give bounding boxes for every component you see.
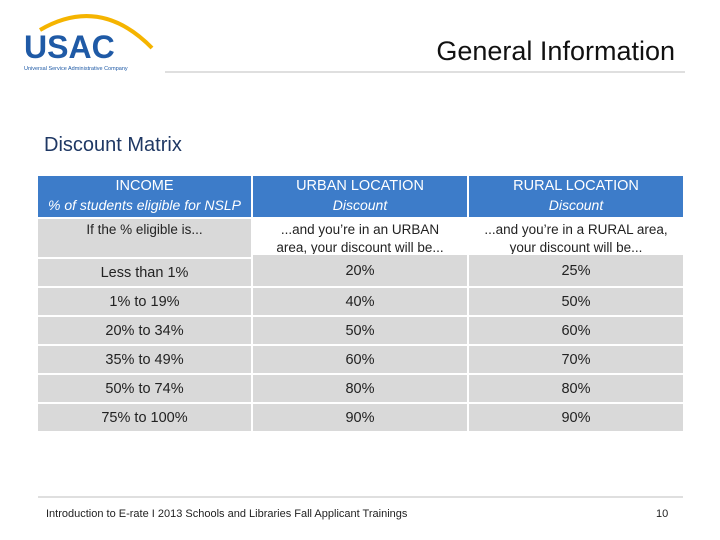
logo-arc xyxy=(38,14,154,50)
header-title: RURAL LOCATION xyxy=(513,178,639,194)
table-cell: 70% xyxy=(468,345,684,374)
table-cell: 90% xyxy=(252,403,468,432)
header-cell: RURAL LOCATION Discount xyxy=(468,175,684,218)
table-cell: 40% xyxy=(252,287,468,316)
table-cell: 50% xyxy=(252,316,468,345)
header-title: URBAN LOCATION xyxy=(296,178,424,194)
logo: USAC xyxy=(24,29,115,65)
table-cell: 60% xyxy=(252,345,468,374)
page-number: 10 xyxy=(656,508,669,520)
table-cell: 25% xyxy=(468,254,684,287)
subheader-cell: ...and you’re in an URBAN area, your dis… xyxy=(252,218,468,258)
footer-text: Introduction to E-rate I 2013 Schools an… xyxy=(46,508,408,520)
table-cell: 20% xyxy=(252,254,468,287)
subheader-cell: If the % eligible is... xyxy=(37,218,252,258)
header-title: INCOME xyxy=(115,178,174,194)
table-cell: Less than 1% xyxy=(37,258,252,287)
table-cell: 80% xyxy=(252,374,468,403)
table-cell: 80% xyxy=(468,374,684,403)
slide-title: General Information xyxy=(436,36,675,66)
table-cell: 50% xyxy=(468,287,684,316)
logo-subtitle: Universal Service Administrative Company xyxy=(24,66,128,72)
table-cell: 90% xyxy=(468,403,684,432)
table-cell: 60% xyxy=(468,316,684,345)
table-cell: 20% to 34% xyxy=(37,316,252,345)
subheader-cell: ...and you’re in a RURAL area, your disc… xyxy=(468,218,684,258)
header-cell: INCOME % of students eligible for NSLP xyxy=(37,175,252,218)
header-cell: URBAN LOCATION Discount xyxy=(252,175,468,218)
header-subtitle: % of students eligible for NSLP xyxy=(48,197,241,213)
section-title: Discount Matrix xyxy=(44,134,182,156)
table-cell: 35% to 49% xyxy=(37,345,252,374)
table-cell: 1% to 19% xyxy=(37,287,252,316)
table-cell: 75% to 100% xyxy=(37,403,252,432)
header-subtitle: Discount xyxy=(548,197,604,213)
table-cell: 50% to 74% xyxy=(37,374,252,403)
header-subtitle: Discount xyxy=(332,197,388,213)
